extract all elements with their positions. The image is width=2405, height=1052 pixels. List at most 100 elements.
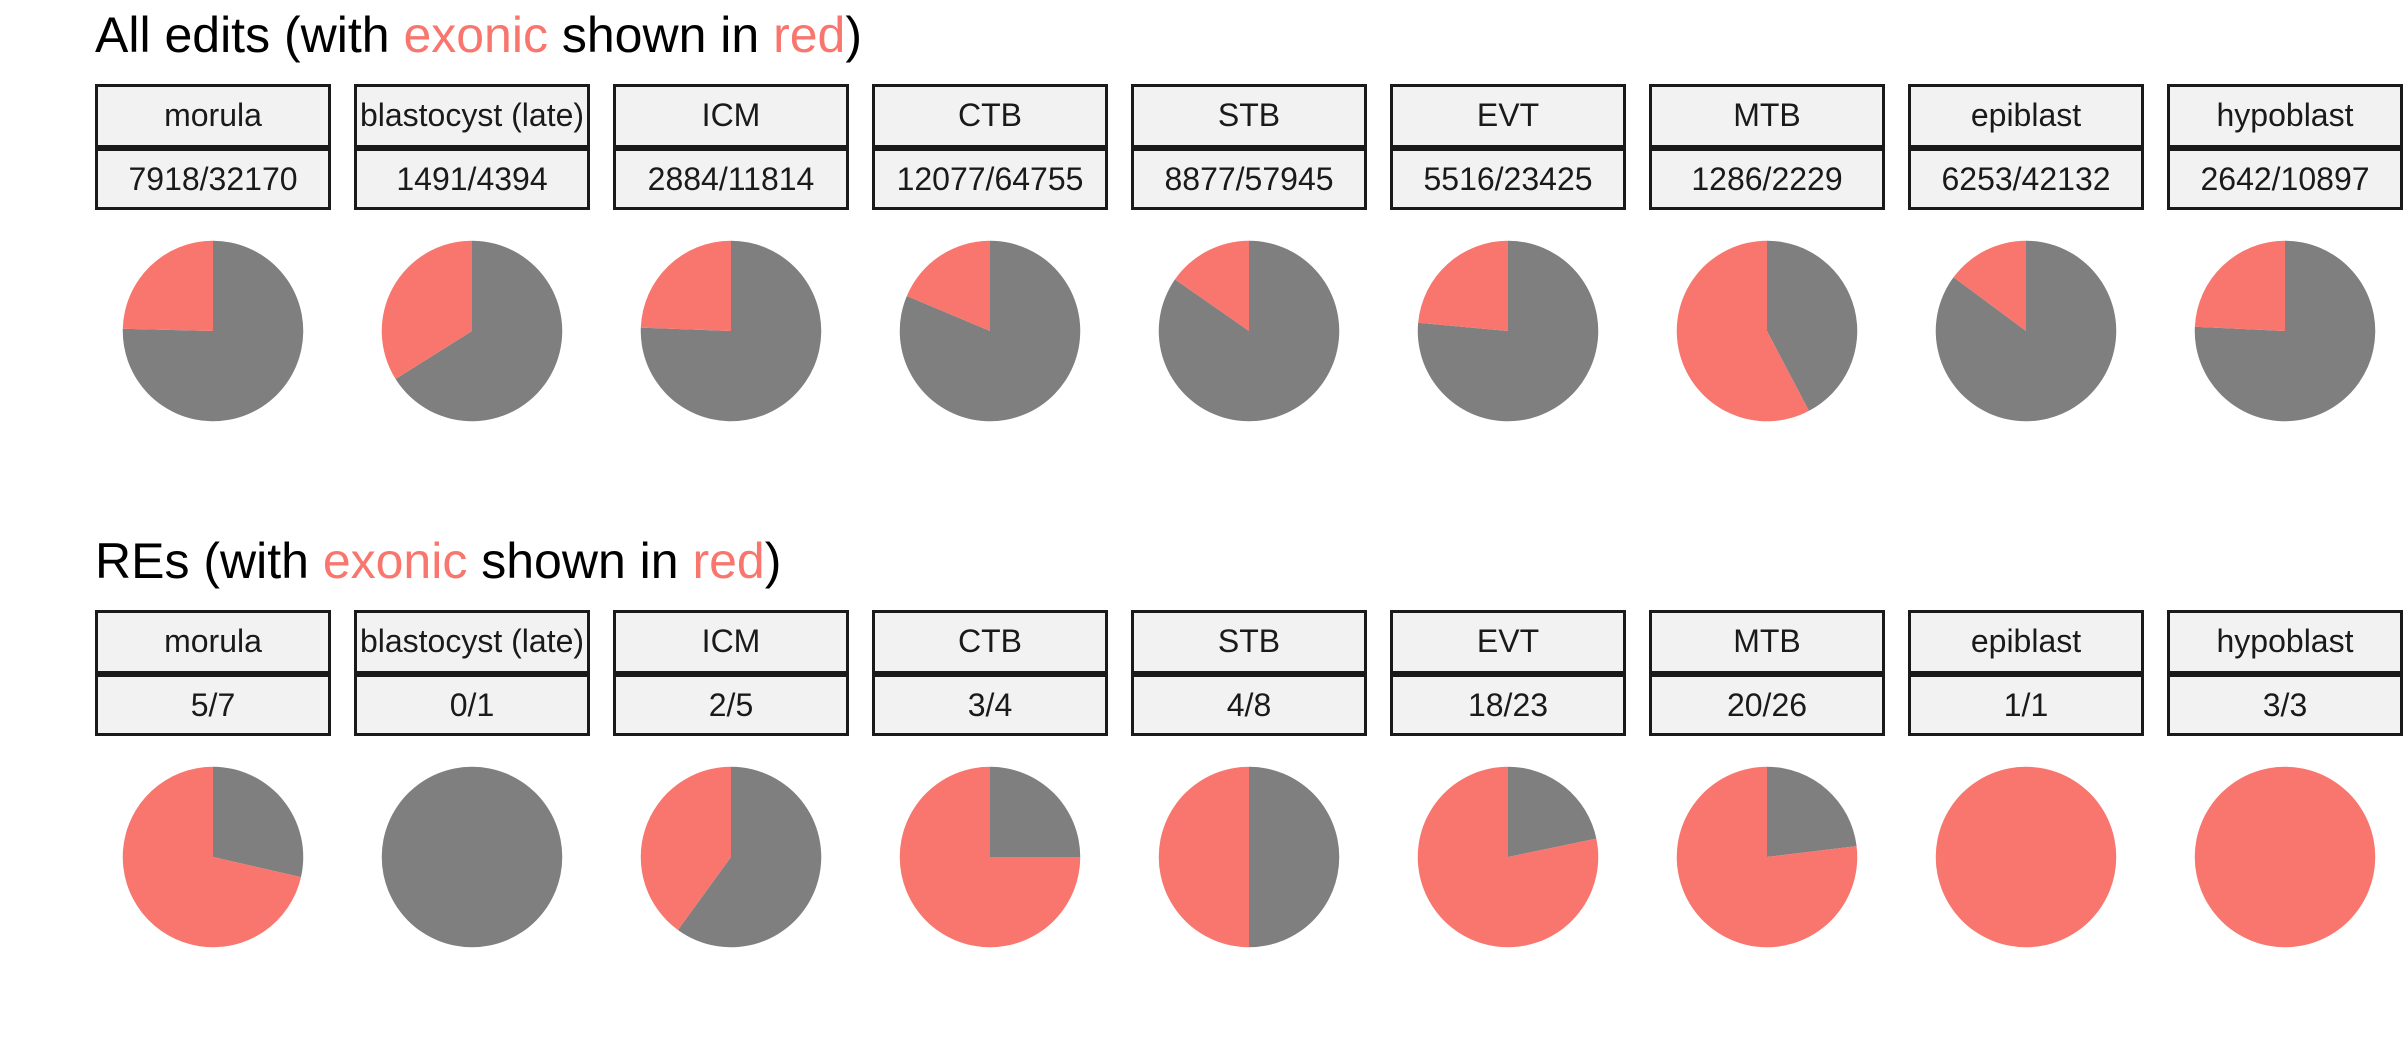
- facet-1-5: STB 8877/57945: [1131, 84, 1367, 422]
- pie-slice-exonic: [1676, 240, 1809, 422]
- facet-strip-label: ICM: [613, 84, 849, 147]
- facet-strip-count: 18/23: [1390, 673, 1626, 736]
- facet-strip-label: ICM: [613, 610, 849, 673]
- facet-strip-label: epiblast: [1908, 610, 2144, 673]
- facet-strip-count: 5/7: [95, 673, 331, 736]
- panel-2-title: REs (with exonic shown in red): [95, 531, 781, 591]
- pie-slice-exonic: [1676, 766, 1858, 948]
- pie-slice-other: [2194, 240, 2376, 422]
- facet-2-8: epiblast 1/1: [1908, 610, 2144, 948]
- facet-1-3: ICM 2884/11814: [613, 84, 849, 422]
- pie-slice-other: [381, 766, 563, 948]
- pie-slice-other: [1935, 240, 2117, 422]
- pie-slice-other: [677, 766, 822, 948]
- pie-slice-exonic: [381, 240, 472, 380]
- facet-strip-count: 2642/10897: [2167, 147, 2403, 210]
- facet-2-2: blastocyst (late) 0/1: [354, 610, 590, 948]
- panel-1-title-red: red: [773, 7, 846, 63]
- pie-chart: [1158, 766, 1340, 948]
- pie-chart: [1158, 240, 1340, 422]
- panel-2-title-exonic: exonic: [322, 533, 468, 589]
- facet-strip-label: hypoblast: [2167, 84, 2403, 147]
- pie-slice-exonic: [2194, 240, 2285, 331]
- facet-strip-count: 4/8: [1131, 673, 1367, 736]
- pie-chart: [640, 240, 822, 422]
- facet-strip-label: STB: [1131, 610, 1367, 673]
- pie-slice-exonic: [1174, 240, 1249, 331]
- panel-2-title-part: ): [764, 533, 782, 589]
- pie-slice-exonic: [1418, 240, 1508, 331]
- facet-strip-label: morula: [95, 610, 331, 673]
- pie-slice-other: [1767, 766, 1857, 857]
- facet-strip-count: 1/1: [1908, 673, 2144, 736]
- pie-slice-exonic: [1417, 766, 1599, 948]
- pie-slice-other: [1249, 766, 1340, 948]
- facet-strip-label: hypoblast: [2167, 610, 2403, 673]
- facet-strip-count: 1286/2229: [1649, 147, 1885, 210]
- facet-strip-label: epiblast: [1908, 84, 2144, 147]
- pie-chart: [1417, 766, 1599, 948]
- pie-chart: [2194, 766, 2376, 948]
- pie-chart: [1417, 240, 1599, 422]
- pie-slice-exonic: [906, 240, 990, 331]
- facet-strip-label: morula: [95, 84, 331, 147]
- pie-slice-other: [1767, 240, 1858, 411]
- facet-2-5: STB 4/8: [1131, 610, 1367, 948]
- facet-2-7: MTB 20/26: [1649, 610, 1885, 948]
- panel-2-title-red: red: [692, 533, 765, 589]
- facet-1-4: CTB 12077/64755: [872, 84, 1108, 422]
- pie-chart: [122, 240, 304, 422]
- facet-strip-count: 2884/11814: [613, 147, 849, 210]
- pie-chart: [381, 766, 563, 948]
- panel-1-title-exonic: exonic: [403, 7, 548, 63]
- pie-slice-other: [1508, 766, 1597, 857]
- pie-chart: [899, 240, 1081, 422]
- pie-slice-exonic: [122, 766, 301, 948]
- facet-1-2: blastocyst (late) 1491/4394: [354, 84, 590, 422]
- panel-1-title-part: All edits (with: [95, 7, 404, 63]
- pie-slice-other: [640, 240, 822, 422]
- facet-strip-count: 12077/64755: [872, 147, 1108, 210]
- facet-1-9: hypoblast 2642/10897: [2167, 84, 2403, 422]
- facet-strip-count: 2/5: [613, 673, 849, 736]
- facet-strip-count: 20/26: [1649, 673, 1885, 736]
- pie-chart: [122, 766, 304, 948]
- facet-strip-count: 3/4: [872, 673, 1108, 736]
- facet-strip-count: 0/1: [354, 673, 590, 736]
- facet-strip-count: 3/3: [2167, 673, 2403, 736]
- facet-strip-count: 5516/23425: [1390, 147, 1626, 210]
- facet-strip-label: MTB: [1649, 610, 1885, 673]
- panel-1-title-part: shown in: [547, 7, 774, 63]
- panel-1-title: All edits (with exonic shown in red): [95, 5, 862, 65]
- facet-strip-label: CTB: [872, 610, 1108, 673]
- pie-slice-exonic: [2194, 766, 2376, 948]
- pie-slice-exonic: [1953, 240, 2026, 331]
- facet-1-1: morula 7918/32170: [95, 84, 331, 422]
- pie-chart: [899, 766, 1081, 948]
- facet-strip-label: blastocyst (late): [354, 610, 590, 673]
- facet-strip-count: 8877/57945: [1131, 147, 1367, 210]
- facet-2-6: EVT 18/23: [1390, 610, 1626, 948]
- facet-strip-label: CTB: [872, 84, 1108, 147]
- facet-strip-label: EVT: [1390, 84, 1626, 147]
- facet-2-3: ICM 2/5: [613, 610, 849, 948]
- pie-slice-other: [990, 766, 1081, 857]
- facet-1-6: EVT 5516/23425: [1390, 84, 1626, 422]
- pie-chart: [1676, 240, 1858, 422]
- panel-2-title-part: shown in: [467, 533, 693, 589]
- facet-strip-label: STB: [1131, 84, 1367, 147]
- pie-chart: [1935, 240, 2117, 422]
- facet-1-8: epiblast 6253/42132: [1908, 84, 2144, 422]
- facet-strip-label: blastocyst (late): [354, 84, 590, 147]
- pie-slice-exonic: [640, 240, 731, 331]
- facet-1-7: MTB 1286/2229: [1649, 84, 1885, 422]
- pie-slice-other: [395, 240, 563, 422]
- pie-chart: [1935, 766, 2117, 948]
- pie-slice-other: [122, 240, 304, 422]
- pie-chart: [381, 240, 563, 422]
- pie-slice-exonic: [1935, 766, 2117, 948]
- pie-chart: [2194, 240, 2376, 422]
- facet-strip-label: MTB: [1649, 84, 1885, 147]
- pie-slice-exonic: [899, 766, 1081, 948]
- pie-slice-exonic: [1158, 766, 1249, 948]
